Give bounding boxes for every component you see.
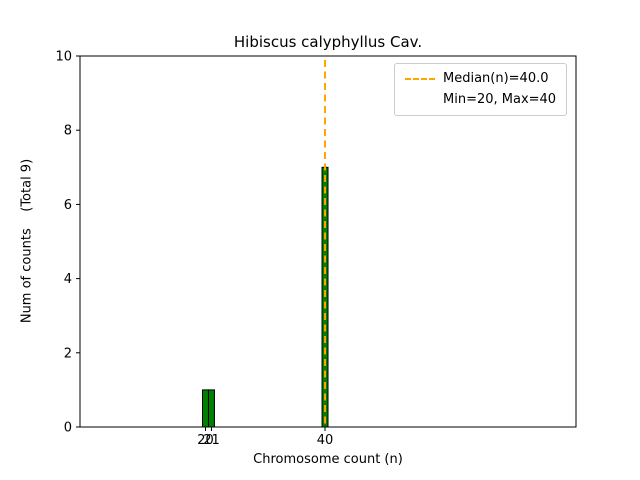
histogram-bar — [207, 389, 215, 428]
y-tick-label: 4 — [64, 272, 72, 287]
legend-swatch-empty — [405, 99, 435, 101]
legend: Median(n)=40.0 Min=20, Max=40 — [394, 63, 568, 116]
legend-entry-minmax: Min=20, Max=40 — [405, 92, 556, 108]
x-tick-label: 21 — [203, 433, 220, 448]
median-dashed-line-swatch — [405, 78, 435, 80]
y-tick-label: 0 — [64, 421, 72, 436]
y-tick-label: 2 — [64, 346, 72, 361]
histogram-bar — [202, 389, 209, 428]
y-tick-label: 6 — [64, 198, 72, 213]
x-axis-label: Chromosome count (n) — [253, 452, 403, 467]
legend-entry-median: Median(n)=40.0 — [405, 71, 556, 87]
x-tick-label: 40 — [317, 433, 334, 448]
legend-label-median: Median(n)=40.0 — [443, 71, 549, 86]
y-tick-label: 10 — [55, 50, 72, 65]
y-tick-label: 8 — [64, 124, 72, 139]
axes-frame — [79, 55, 577, 428]
chart-title: Hibiscus calyphyllus Cav. — [233, 33, 423, 51]
x-tick-label: 20 — [197, 433, 214, 448]
legend-label-minmax: Min=20, Max=40 — [443, 92, 557, 107]
